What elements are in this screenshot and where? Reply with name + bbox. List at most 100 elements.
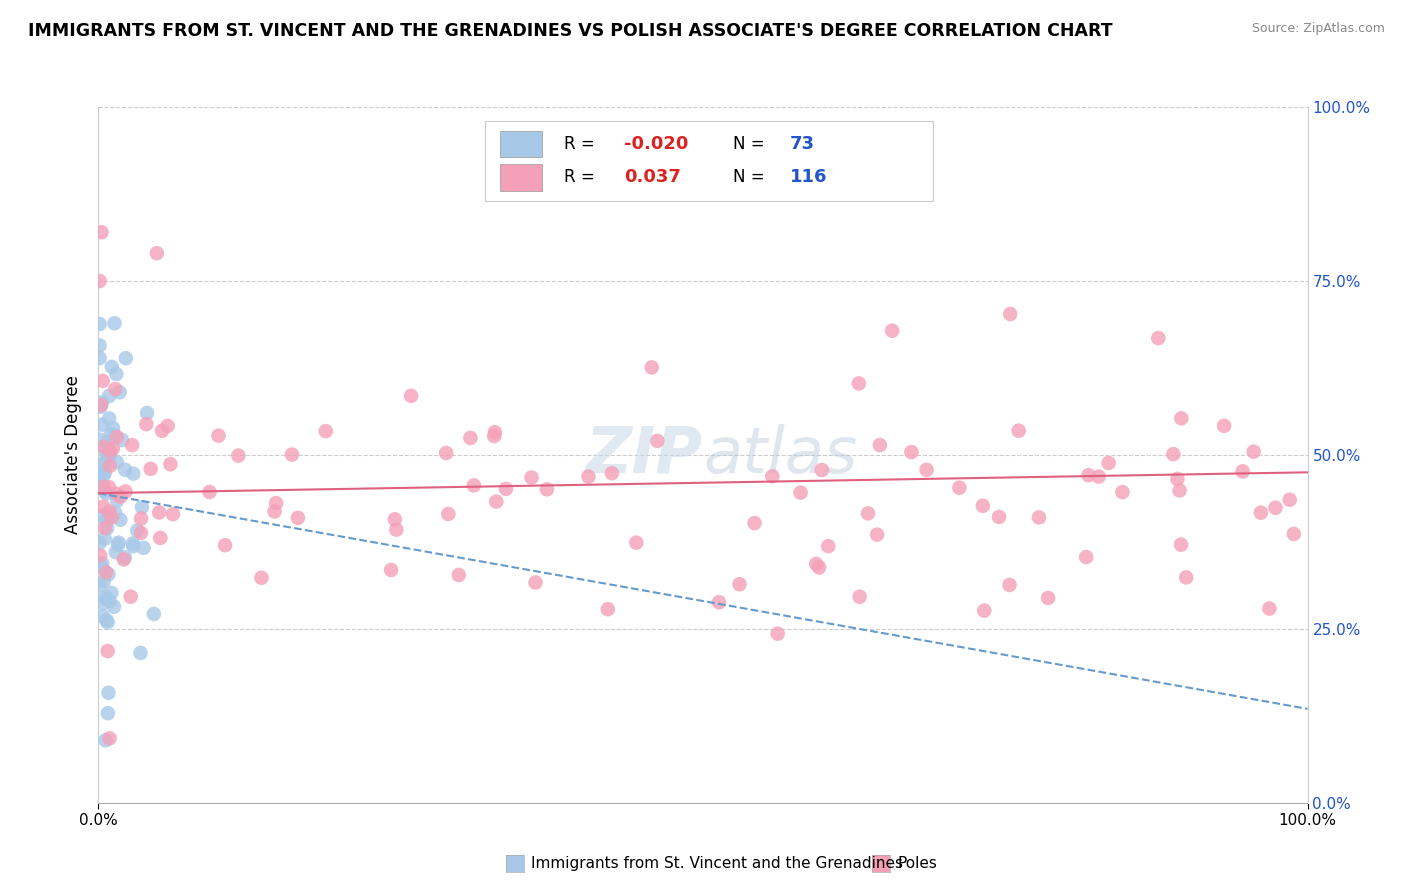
Point <box>96 591 118 606</box>
Text: N =: N = <box>734 169 770 186</box>
Point <box>98 458 121 473</box>
Point <box>90 395 112 409</box>
Point <box>281 448 304 462</box>
Point <box>114 351 136 366</box>
Point <box>97 686 120 700</box>
Point <box>948 481 970 495</box>
Point <box>728 577 751 591</box>
Point <box>139 462 162 476</box>
Point <box>127 524 149 538</box>
Point <box>524 575 547 590</box>
Point <box>900 445 922 459</box>
Point <box>100 586 122 600</box>
Point <box>101 421 124 435</box>
Text: Poles: Poles <box>897 856 936 871</box>
Point <box>90 560 112 574</box>
Point <box>1175 570 1198 584</box>
Point <box>1213 418 1236 433</box>
Point <box>520 470 543 484</box>
Point <box>96 514 118 528</box>
Point <box>848 376 870 391</box>
Point <box>129 525 152 540</box>
Point <box>1264 500 1286 515</box>
Point <box>90 225 112 239</box>
Point <box>156 418 179 433</box>
Text: R =: R = <box>564 135 600 153</box>
Point <box>89 536 111 550</box>
Point <box>434 446 457 460</box>
Point <box>93 440 115 454</box>
Point <box>121 438 143 452</box>
Point <box>131 500 153 515</box>
Point <box>94 483 117 498</box>
Point <box>142 607 165 621</box>
Point <box>98 731 121 746</box>
Point <box>385 523 408 537</box>
Point <box>94 486 117 500</box>
Point <box>915 463 938 477</box>
Point <box>96 521 118 535</box>
Point <box>94 590 117 604</box>
Point <box>104 428 127 442</box>
Point <box>882 324 904 338</box>
Point <box>150 424 173 438</box>
Point <box>399 389 422 403</box>
Point <box>96 434 118 449</box>
Point <box>112 552 135 566</box>
Point <box>988 510 1011 524</box>
Point <box>91 374 114 388</box>
Point <box>114 484 136 499</box>
Point <box>1170 411 1192 425</box>
Point <box>463 478 485 492</box>
Text: atlas: atlas <box>703 424 858 486</box>
Point <box>263 504 285 518</box>
Point <box>647 434 669 448</box>
Point <box>121 536 143 550</box>
Point <box>264 496 287 510</box>
Point <box>1008 424 1031 438</box>
Point <box>105 493 128 508</box>
Point <box>89 470 111 484</box>
Point <box>89 274 111 288</box>
Point <box>91 557 114 571</box>
Point <box>744 516 766 530</box>
Point <box>250 571 273 585</box>
Point <box>98 594 121 608</box>
Point <box>89 578 111 592</box>
Point <box>214 538 236 552</box>
FancyBboxPatch shape <box>485 121 932 201</box>
Point <box>100 426 122 441</box>
Point <box>315 424 337 438</box>
Point <box>122 539 145 553</box>
Point <box>96 446 118 460</box>
Point <box>972 499 994 513</box>
Point <box>91 500 114 514</box>
Point <box>93 455 115 469</box>
Point <box>1036 591 1059 605</box>
Point <box>856 507 879 521</box>
Point <box>100 359 122 374</box>
Point <box>207 428 229 442</box>
Point <box>129 646 152 660</box>
Point <box>98 504 121 518</box>
Point <box>94 521 117 535</box>
Point <box>484 425 506 440</box>
Point <box>103 599 125 614</box>
Point <box>97 644 120 658</box>
Point <box>89 549 111 563</box>
Point <box>600 466 623 480</box>
Point <box>460 431 482 445</box>
Point <box>1168 483 1191 498</box>
Point <box>766 626 789 640</box>
Point <box>998 307 1021 321</box>
Point <box>1166 472 1188 486</box>
Point <box>1258 601 1281 615</box>
Point <box>146 246 169 260</box>
Point <box>93 467 115 482</box>
Point <box>108 385 131 400</box>
Point <box>806 557 828 571</box>
Point <box>1076 550 1098 565</box>
Point <box>98 449 121 463</box>
Point <box>1278 492 1301 507</box>
Text: N =: N = <box>734 135 770 153</box>
